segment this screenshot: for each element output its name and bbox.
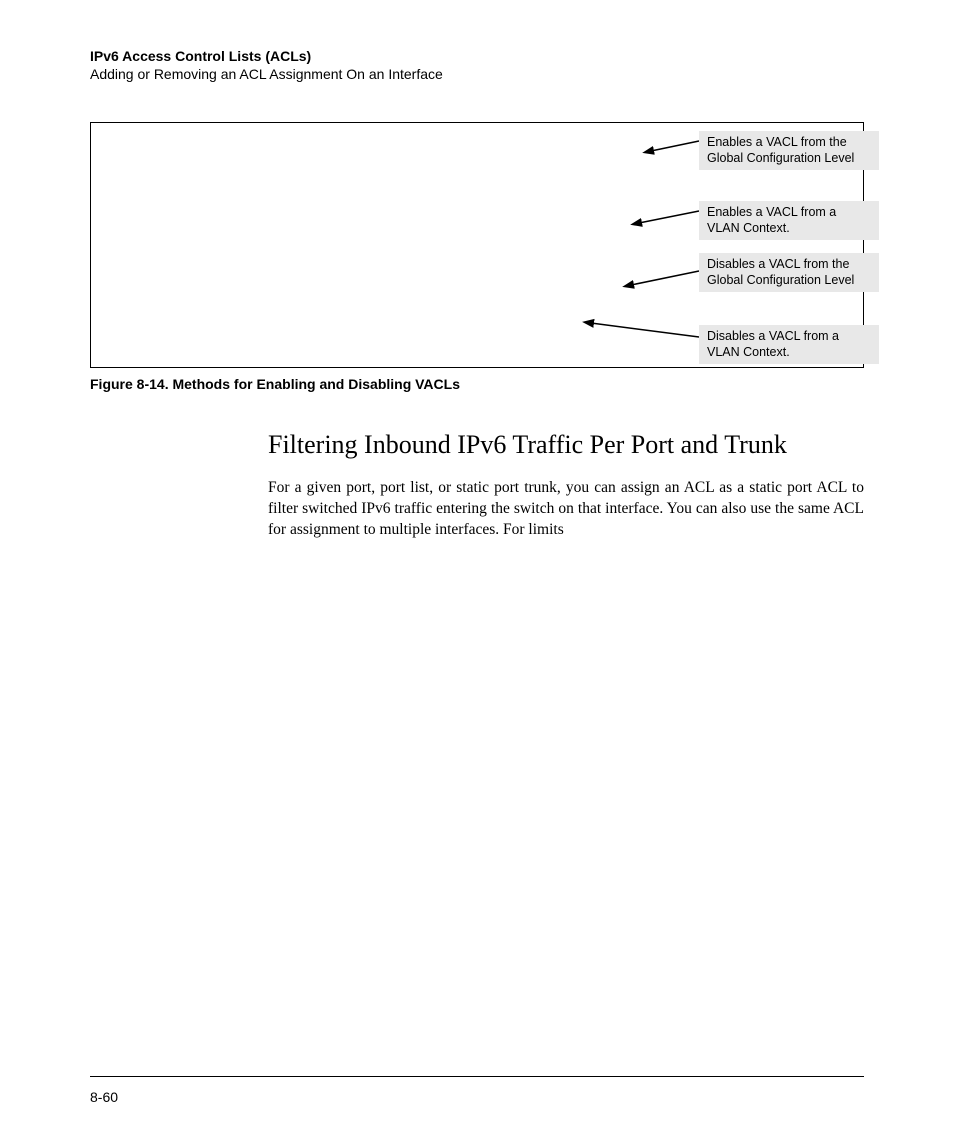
callout-1: Enables a VACL from the Global Configura… [699,131,879,170]
callout-3: Disables a VACL from the Global Configur… [699,253,879,292]
figure-caption: Figure 8-14. Methods for Enabling and Di… [90,376,864,392]
page: IPv6 Access Control Lists (ACLs) Adding … [0,0,954,1145]
header-subtitle: Adding or Removing an ACL Assignment On … [90,66,864,82]
callout-2: Enables a VACL from a VLAN Context. [699,201,879,240]
arrow-line-4 [591,323,699,337]
body-paragraph: For a given port, port list, or static p… [268,478,864,541]
page-number: 8-60 [90,1089,118,1105]
footer-rule [90,1076,864,1077]
section-heading: Filtering Inbound IPv6 Traffic Per Port … [268,430,864,460]
callout-text: Enables a VACL from a VLAN Context. [707,205,836,235]
callout-text: Enables a VACL from the Global Configura… [707,135,854,165]
arrow-line-3 [631,271,699,285]
figure-box: Enables a VACL from the Global Configura… [90,122,864,368]
callout-text: Disables a VACL from a VLAN Context. [707,329,839,359]
callout-4: Disables a VACL from a VLAN Context. [699,325,879,364]
header-title: IPv6 Access Control Lists (ACLs) [90,48,864,64]
callout-text: Disables a VACL from the Global Configur… [707,257,854,287]
arrow-line-1 [651,141,699,151]
arrow-line-2 [639,211,699,223]
